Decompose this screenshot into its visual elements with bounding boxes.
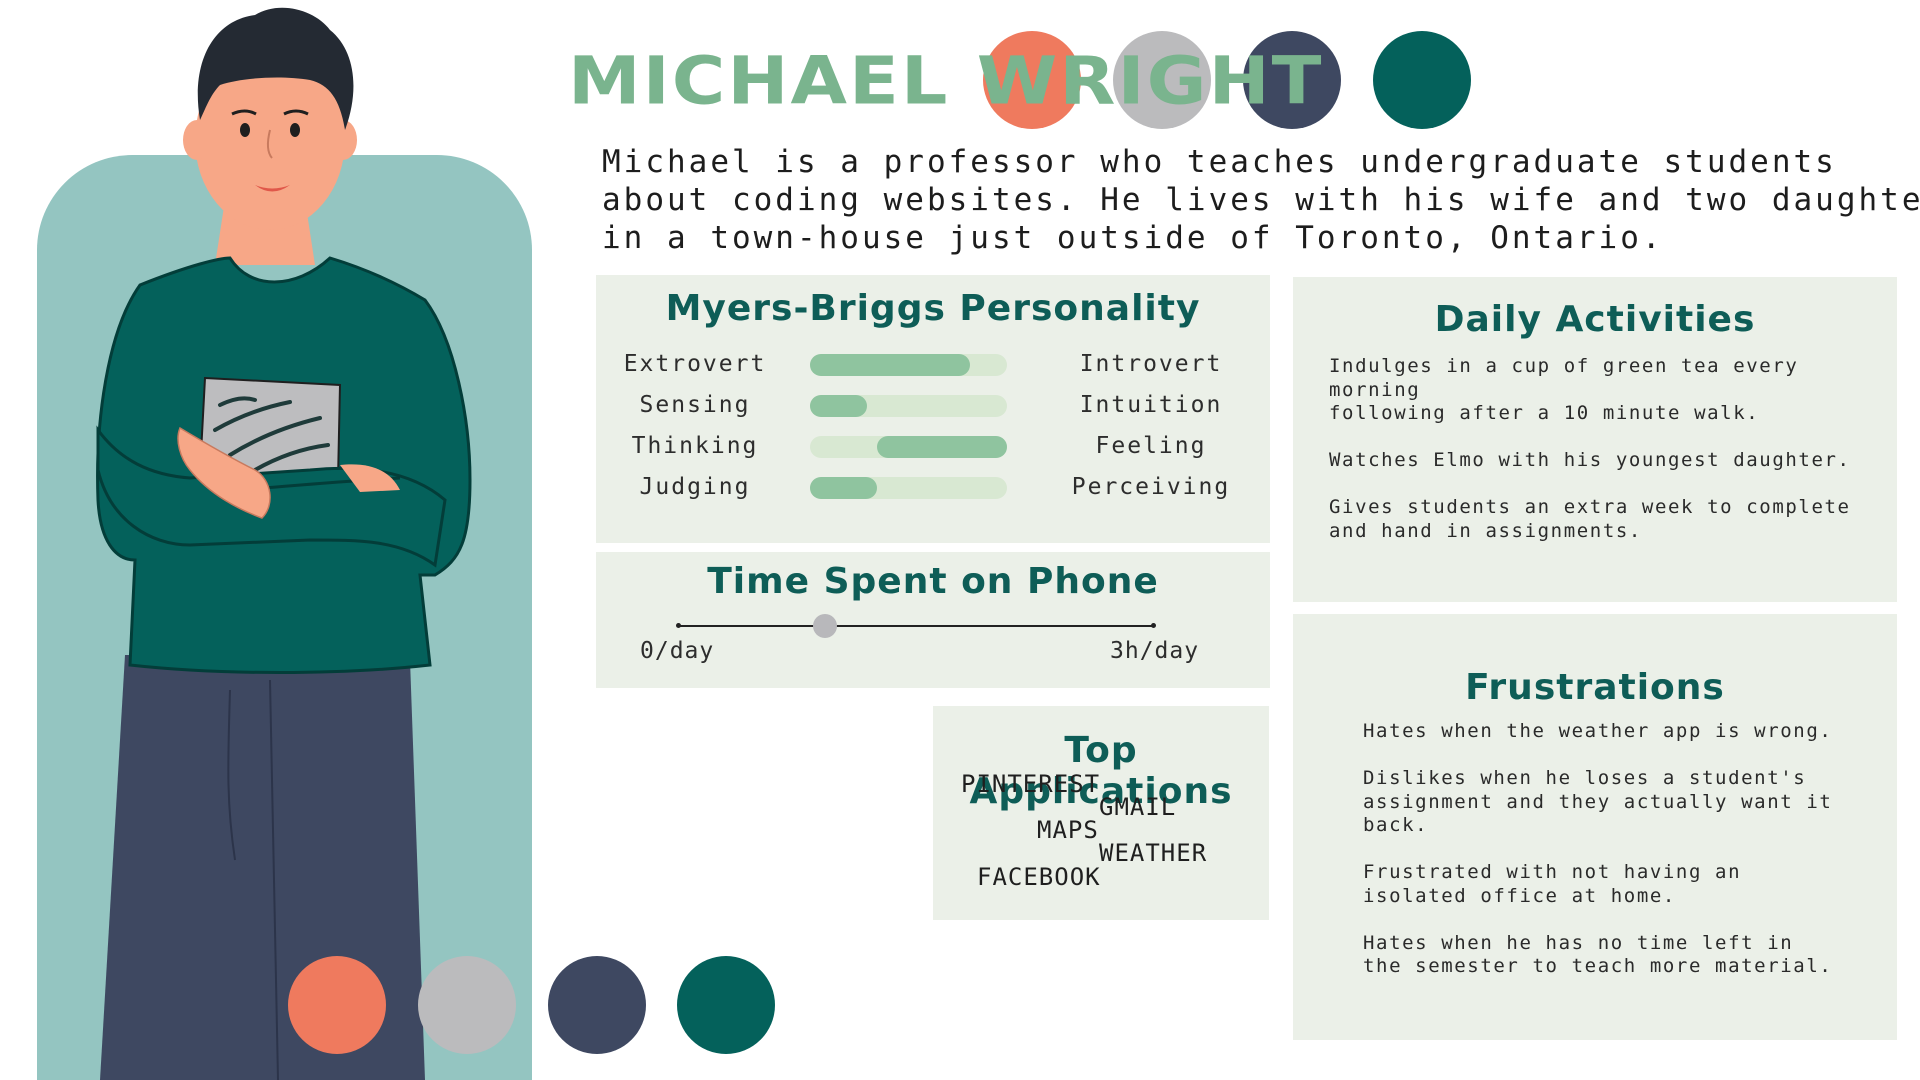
mb-track: [810, 477, 1007, 499]
phone-max-label: 3h/day: [1110, 638, 1200, 664]
mb-row: Extrovert Introvert: [596, 349, 1270, 379]
mb-left-label: Extrovert: [623, 351, 767, 377]
intro-line: about coding websites. He lives with his…: [602, 182, 1920, 218]
phone-time-title: Time Spent on Phone: [707, 561, 1159, 602]
mb-fill: [810, 477, 877, 499]
frustration-item: Hates when the weather app is wrong.: [1363, 720, 1833, 742]
intro-line: Michael is a professor who teaches under…: [602, 144, 1837, 180]
mb-left-label: Thinking: [631, 433, 759, 459]
myers-briggs-panel: Myers-Briggs Personality Extrovert Intro…: [596, 275, 1270, 543]
daily-activity-item: Watches Elmo with his youngest daughter.: [1329, 449, 1851, 471]
mb-right-label: Intuition: [1079, 392, 1223, 418]
mb-row: Judging Perceiving: [596, 472, 1270, 502]
phone-slider-knob: [813, 614, 838, 638]
mb-left-label: Judging: [639, 474, 751, 500]
mb-row: Thinking Feeling: [596, 431, 1270, 461]
mb-fill: [876, 436, 1007, 458]
frustrations-title: Frustrations: [1465, 667, 1725, 708]
daily-activity-item: Indulges in a cup of green tea every mor…: [1329, 355, 1799, 424]
app-item: PINTEREST: [961, 770, 1101, 798]
mb-right-label: Introvert: [1079, 351, 1223, 377]
app-item: FACEBOOK: [977, 863, 1101, 891]
palette-dot-teal-bottom: [677, 956, 775, 1054]
slider-end-cap: [1151, 623, 1156, 628]
persona-illustration: [96, 7, 472, 1080]
intro-line: in a town-house just outside of Toronto,…: [602, 220, 1664, 256]
top-apps-panel: Top Applications PINTEREST GMAIL MAPS WE…: [933, 706, 1269, 920]
palette-dot-navy-bottom: [548, 956, 646, 1054]
mb-track: [810, 436, 1007, 458]
phone-time-panel: Time Spent on Phone 0/day 3h/day: [596, 552, 1270, 688]
palette-dot-grey-bottom: [418, 956, 516, 1054]
frustrations-list: Hates when the weather app is wrong. Dis…: [1363, 720, 1883, 1002]
palette-dot-coral: [983, 31, 1081, 129]
persona-intro: Michael is a professor who teaches under…: [602, 143, 1920, 257]
app-item: WEATHER: [1099, 839, 1208, 867]
myers-briggs-title: Myers-Briggs Personality: [665, 288, 1201, 329]
frustrations-panel: Frustrations Hates when the weather app …: [1293, 614, 1897, 1040]
frustration-item: Frustrated with not having an isolated o…: [1363, 861, 1742, 907]
mb-track: [810, 354, 1007, 376]
mb-fill: [810, 395, 868, 417]
daily-activities-list: Indulges in a cup of green tea every mor…: [1329, 355, 1889, 567]
app-item: MAPS: [1037, 816, 1099, 844]
app-item: GMAIL: [1099, 793, 1177, 821]
daily-activities-panel: Daily Activities Indulges in a cup of gr…: [1293, 277, 1897, 602]
mb-right-label: Perceiving: [1071, 474, 1231, 500]
mb-row: Sensing Intuition: [596, 390, 1270, 420]
palette-dot-grey: [1113, 31, 1211, 129]
daily-activities-title: Daily Activities: [1434, 299, 1756, 340]
phone-slider-track: [678, 625, 1153, 627]
mb-fill: [810, 354, 970, 376]
mb-right-label: Feeling: [1095, 433, 1207, 459]
top-apps-title: Top Applications: [969, 730, 1233, 812]
palette-dot-navy: [1243, 31, 1341, 129]
phone-min-label: 0/day: [640, 638, 715, 664]
palette-dot-teal: [1373, 31, 1471, 129]
daily-activity-item: Gives students an extra week to complete…: [1329, 496, 1851, 542]
persona-name: MICHAEL WRIGHT: [568, 43, 1324, 120]
palette-dot-coral-bottom: [288, 956, 386, 1054]
frustration-item: Hates when he has no time left in the se…: [1363, 931, 1833, 978]
frustration-item: Dislikes when he loses a student's assig…: [1363, 767, 1833, 836]
mb-left-label: Sensing: [639, 392, 751, 418]
mb-track: [810, 395, 1007, 417]
